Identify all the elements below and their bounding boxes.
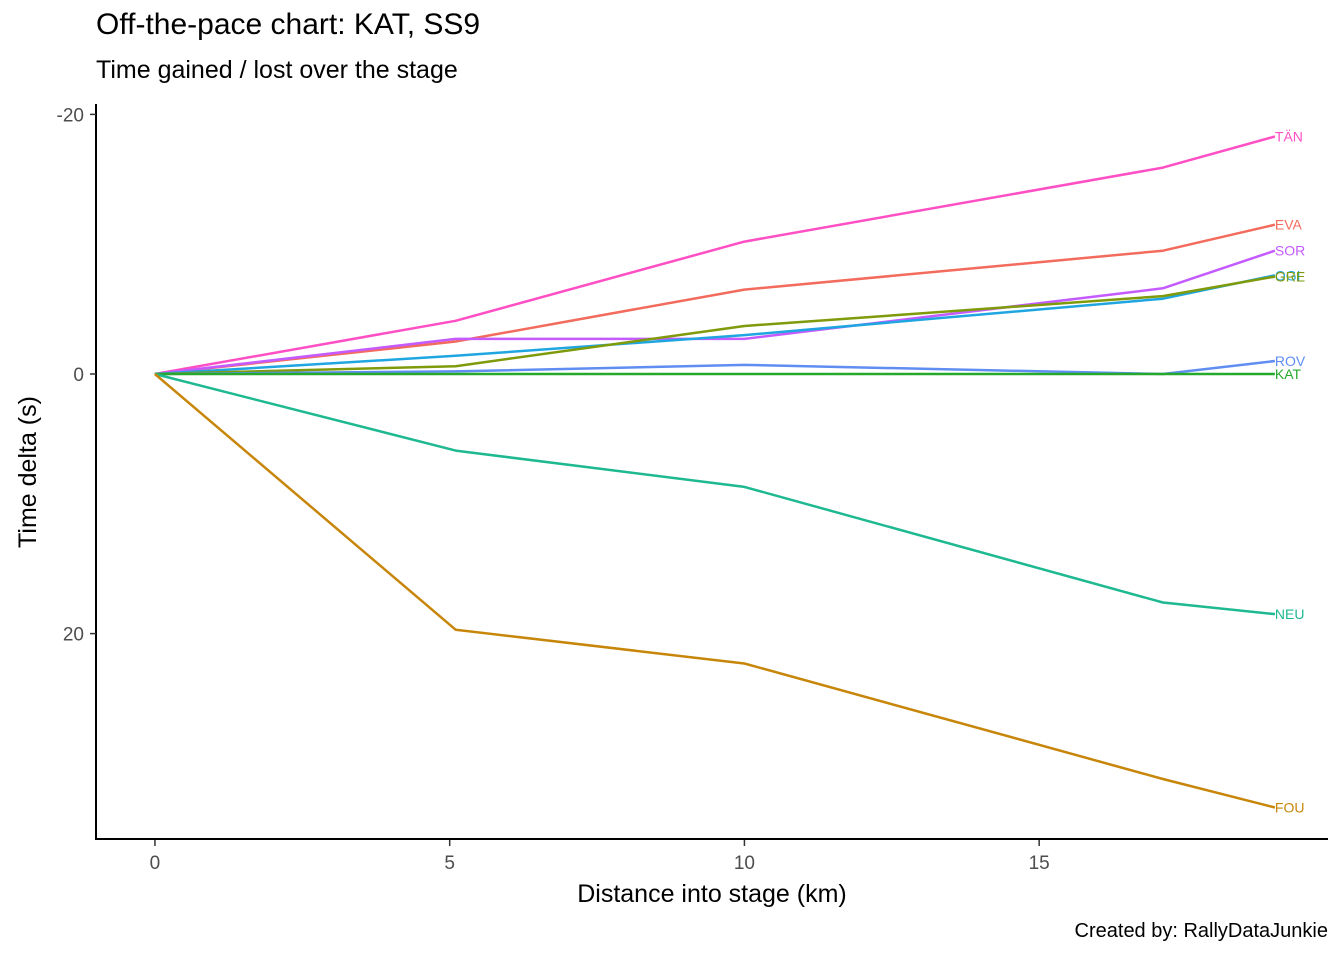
series-label-kat: KAT: [1275, 366, 1302, 382]
series-line-ogi: [154, 274, 1276, 376]
series-line-neu: [154, 372, 1276, 616]
series-label-eva: EVA: [1275, 217, 1303, 233]
chart-subtitle: Time gained / lost over the stage: [96, 56, 458, 84]
series-line-eva: [154, 223, 1276, 376]
y-axis-title: Time delta (s): [14, 396, 42, 548]
series-label-fou: FOU: [1275, 800, 1305, 816]
y-tick-label: 0: [73, 365, 84, 386]
y-tick-label: -20: [57, 105, 84, 126]
series-line-tan: [154, 135, 1276, 376]
x-axis-title: Distance into stage (km): [577, 880, 847, 908]
series-line-fou: [154, 373, 1276, 809]
x-tick-label: 15: [1029, 853, 1050, 874]
chart-caption: Created by: RallyDataJunkie: [1074, 920, 1328, 942]
series-label-ogi: OGI: [1275, 267, 1301, 283]
series-label-rov: ROV: [1275, 353, 1306, 369]
series-line-rov: [154, 359, 1276, 376]
series-layer: [154, 135, 1276, 809]
series-line-gre: [154, 275, 1276, 376]
series-label-tan: TÄN: [1275, 129, 1303, 145]
x-tick-label: 10: [734, 853, 755, 874]
axis-ticks: 0 5 10 15 -20 0 20: [57, 105, 1050, 874]
series-label-sor: SOR: [1275, 243, 1305, 259]
series-label-neu: NEU: [1275, 606, 1305, 622]
series-label-gre: GRE: [1275, 269, 1305, 285]
chart-title: Off-the-pace chart: KAT, SS9: [96, 8, 481, 41]
series-line-sor: [154, 249, 1276, 376]
x-tick-label: 5: [444, 853, 455, 874]
x-tick-label: 0: [150, 853, 161, 874]
y-tick-label: 20: [63, 625, 84, 646]
